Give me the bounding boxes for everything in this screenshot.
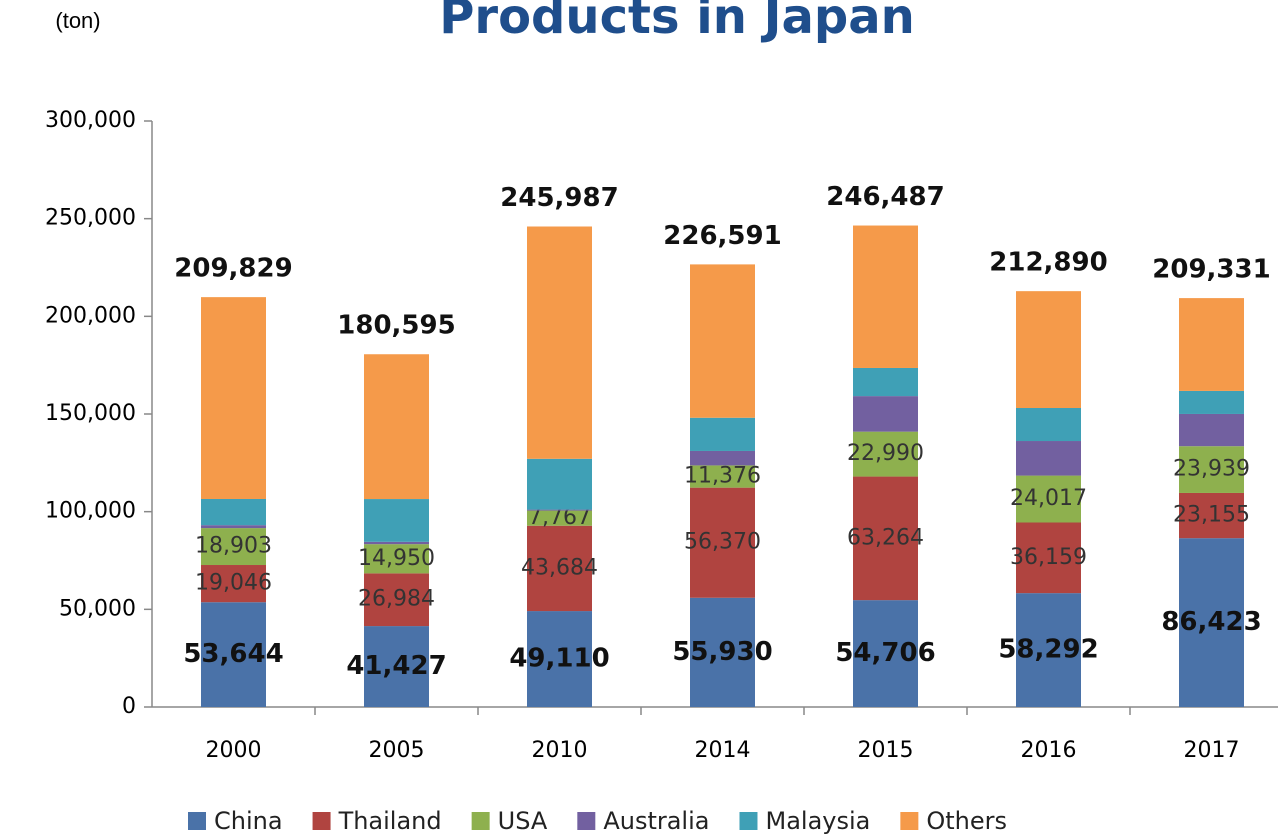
bar-segment [1179, 390, 1244, 414]
legend-label: Australia [603, 807, 709, 835]
bar-segment [527, 509, 592, 511]
bar-segment [1016, 291, 1081, 409]
bar-segment [1179, 538, 1244, 707]
bar-segment [853, 396, 918, 432]
y-tick-label: 0 [122, 694, 136, 719]
y-unit: (ton) [55, 8, 100, 33]
data-label: 63,264 [847, 525, 924, 550]
y-tick-label: 300,000 [45, 108, 136, 133]
x-tick-label: 2017 [1184, 738, 1240, 763]
legend-swatch [312, 812, 331, 830]
x-tick-label: 2015 [858, 738, 914, 763]
x-tick-label: 2000 [206, 738, 262, 763]
bar-segment [690, 450, 755, 466]
bar-segment [527, 611, 592, 707]
legend-label: China [214, 807, 283, 835]
x-tick-label: 2016 [1021, 738, 1077, 763]
y-tick-label: 100,000 [45, 499, 136, 524]
bar-segment [690, 417, 755, 451]
legend-label: Others [926, 807, 1007, 835]
data-label: 24,017 [1010, 486, 1087, 511]
bar-segment [1016, 441, 1081, 476]
bar-segment [1179, 413, 1244, 447]
y-tick-label: 50,000 [59, 596, 136, 621]
data-label: 49,110 [509, 644, 609, 674]
bar-segment [201, 528, 266, 566]
data-label: 53,644 [183, 639, 283, 669]
bar-segment [201, 602, 266, 707]
bar-segment [201, 498, 266, 526]
data-label: 22,990 [847, 441, 924, 466]
bar-segment [1016, 408, 1081, 442]
bar-segment [364, 626, 429, 707]
bar-segment [690, 465, 755, 488]
legend-label: Thailand [338, 807, 442, 835]
bar-segment [1016, 522, 1081, 594]
bar-segment [853, 225, 918, 368]
bar-segment [690, 264, 755, 418]
data-label: 11,376 [684, 464, 761, 489]
bar-segment [853, 367, 918, 397]
y-tick-label: 150,000 [45, 401, 136, 426]
data-label: 55,930 [672, 637, 772, 667]
bar-segment [1179, 492, 1244, 539]
bar-segment [527, 525, 592, 612]
bar-segment [1016, 593, 1081, 707]
total-label: 209,331 [1152, 255, 1270, 285]
total-label: 226,591 [663, 221, 781, 251]
chart-title: Products in Japan [439, 0, 915, 45]
bar-segment [364, 544, 429, 574]
bar-segment [201, 525, 266, 529]
x-tick-label: 2014 [695, 738, 751, 763]
bar-segment [364, 499, 429, 542]
bar-segment [1179, 446, 1244, 493]
bar-segment [1179, 298, 1244, 391]
x-tick-label: 2005 [369, 738, 425, 763]
total-label: 180,595 [337, 311, 455, 341]
y-tick-label: 200,000 [45, 303, 136, 328]
bar-segment [690, 597, 755, 707]
legend-label: Malaysia [765, 807, 870, 835]
data-label: 14,950 [358, 546, 435, 571]
bar-segment [853, 476, 918, 601]
data-label: 86,423 [1161, 607, 1261, 637]
data-label: 36,159 [1010, 545, 1087, 570]
bar-segment [364, 541, 429, 545]
legend-swatch [900, 812, 919, 830]
data-label: 43,684 [521, 555, 598, 580]
data-label: 19,046 [195, 571, 272, 596]
legend-swatch [739, 812, 758, 830]
data-label: 58,292 [998, 635, 1098, 665]
data-label: 18,903 [195, 534, 272, 559]
legend-swatch [577, 812, 596, 830]
bar-segment [527, 458, 592, 510]
bar-segment [527, 510, 592, 526]
legend-swatch [188, 812, 206, 830]
bar-segment [201, 565, 266, 603]
bar-segment [364, 354, 429, 500]
bar-segment [690, 487, 755, 598]
data-label: 41,427 [346, 651, 446, 681]
bar-segment [853, 431, 918, 477]
total-label: 246,487 [826, 182, 944, 212]
data-label: 23,155 [1173, 503, 1250, 528]
total-label: 209,829 [174, 254, 292, 284]
total-label: 245,987 [500, 183, 618, 213]
total-label: 212,890 [989, 248, 1107, 278]
data-label: 23,939 [1173, 457, 1250, 482]
bar-segment [1016, 475, 1081, 523]
bar-segment [853, 600, 918, 707]
bar-segment [364, 573, 429, 627]
data-label: 26,984 [358, 587, 435, 612]
data-label: 56,370 [684, 530, 761, 555]
legend-label: USA [498, 807, 548, 835]
x-tick-label: 2010 [532, 738, 588, 763]
legend-swatch [471, 812, 490, 830]
bar-segment [527, 226, 592, 459]
data-label: 54,706 [835, 638, 935, 668]
y-tick-label: 250,000 [45, 206, 136, 231]
bar-segment [201, 297, 266, 499]
